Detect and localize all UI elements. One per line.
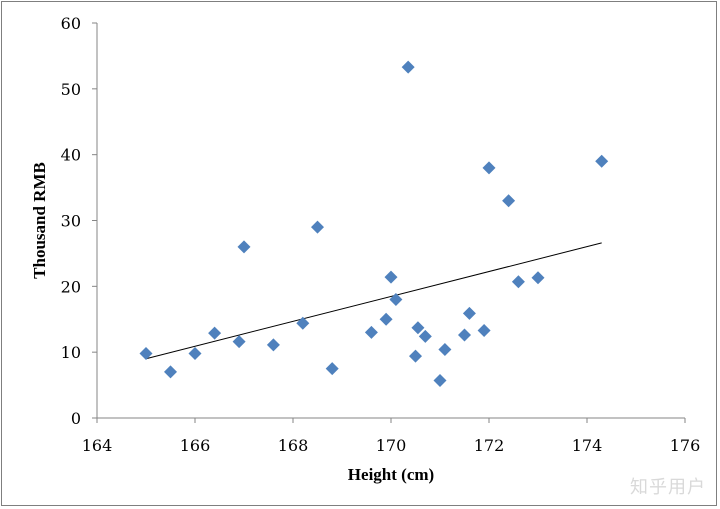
data-point (164, 365, 177, 379)
y-tick-label: 40 (61, 146, 81, 165)
data-point (462, 306, 476, 320)
data-point (311, 220, 324, 234)
y-tick-label: 60 (61, 14, 81, 33)
trendline-layer (145, 242, 602, 360)
y-tick-label: 10 (61, 343, 81, 362)
data-point (482, 161, 496, 175)
x-tick-label: 174 (572, 436, 603, 455)
data-point (411, 321, 425, 335)
data-point (296, 316, 310, 330)
y-tick-label: 0 (71, 409, 81, 428)
data-point (477, 323, 491, 337)
x-tick-label: 176 (670, 436, 701, 455)
data-point (502, 194, 516, 208)
data-point (511, 275, 525, 289)
data-point (401, 60, 415, 74)
axes (92, 22, 686, 423)
data-point (237, 240, 251, 254)
data-point (139, 346, 153, 360)
data-point (364, 325, 378, 339)
y-tick-label: 30 (61, 212, 81, 231)
data-point (418, 329, 432, 343)
x-tick-label: 170 (376, 436, 407, 455)
data-point (232, 335, 246, 349)
watermark: 知乎用户 (630, 477, 706, 498)
tick-labels: 0 10 20 30 40 50 60 164 166 168 170 172 174 176 (61, 14, 701, 455)
x-tick-label: 164 (82, 436, 113, 455)
data-point (458, 328, 471, 342)
trendline (145, 242, 602, 360)
data-point (266, 338, 280, 352)
x-axis-label: Height (cm) (348, 465, 434, 484)
data-point (384, 270, 398, 284)
x-tick-label: 166 (180, 436, 211, 455)
data-points (139, 60, 609, 387)
data-point (379, 312, 393, 326)
data-point (433, 373, 447, 387)
data-point (208, 326, 222, 340)
x-tick-label: 168 (278, 436, 309, 455)
data-point (389, 293, 403, 306)
y-axis-label: Thousand RMB (30, 162, 49, 279)
y-tick-label: 50 (61, 80, 81, 99)
data-point (188, 346, 202, 360)
x-tick-label: 172 (474, 436, 505, 455)
data-point (409, 349, 422, 363)
data-point (531, 271, 545, 285)
y-tick-label: 20 (61, 277, 81, 296)
data-point (595, 154, 609, 168)
data-point (325, 362, 339, 376)
data-point (438, 343, 452, 357)
